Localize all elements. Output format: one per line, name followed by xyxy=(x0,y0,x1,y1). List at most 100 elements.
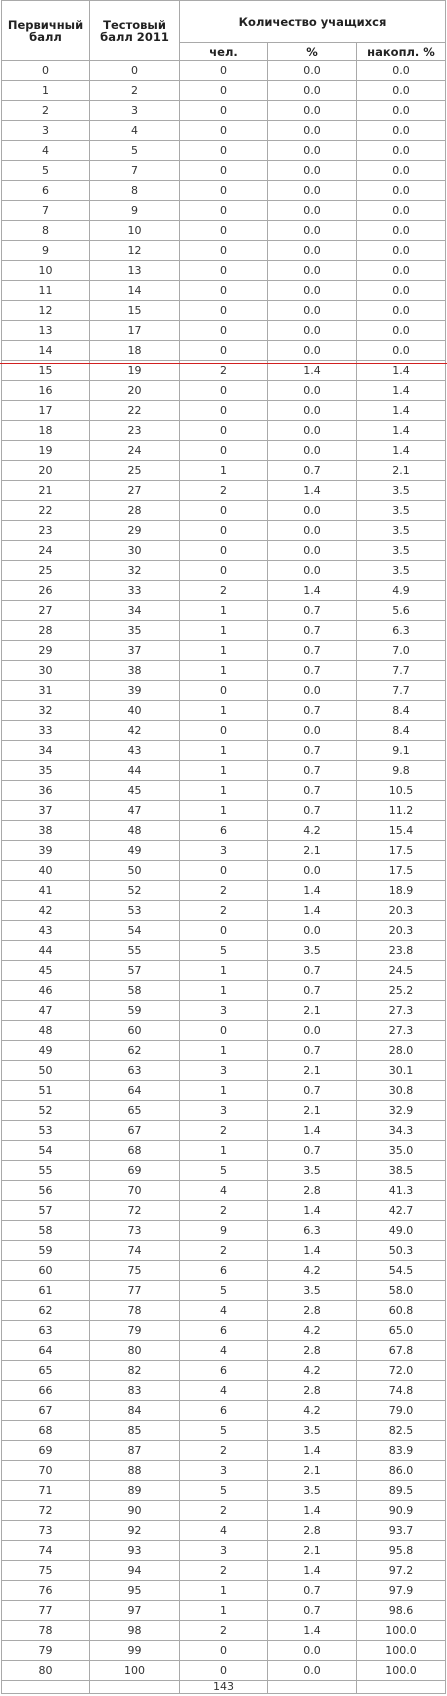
table-row: 20 25 1 0.7 2.1 xyxy=(1,460,446,481)
test-score-cell: 62 xyxy=(89,1040,180,1061)
count-cell: 0 xyxy=(179,720,268,741)
percent-cell: 0.0 xyxy=(267,920,357,941)
test-score-cell: 64 xyxy=(89,1080,180,1101)
test-score-cell: 65 xyxy=(89,1100,180,1121)
table-row: 33 42 0 0.0 8.4 xyxy=(1,720,446,741)
cumulative-percent-cell: 1.4 xyxy=(356,420,446,441)
primary-score-cell: 52 xyxy=(1,1100,90,1121)
primary-score-cell: 56 xyxy=(1,1180,90,1201)
primary-score-cell: 18 xyxy=(1,420,90,441)
cumulative-percent-cell: 20.3 xyxy=(356,920,446,941)
cumulative-percent-cell: 35.0 xyxy=(356,1140,446,1161)
primary-score-cell: 47 xyxy=(1,1000,90,1021)
percent-cell: 2.1 xyxy=(267,840,357,861)
test-score-cell: 42 xyxy=(89,720,180,741)
percent-cell: 2.1 xyxy=(267,1460,357,1481)
table-row: 7 9 0 0.0 0.0 xyxy=(1,200,446,221)
percent-cell: 0.0 xyxy=(267,1660,357,1681)
count-cell: 0 xyxy=(179,300,268,321)
cumulative-percent-cell: 60.8 xyxy=(356,1300,446,1321)
percent-cell: 0.0 xyxy=(267,340,357,361)
primary-score-cell: 29 xyxy=(1,640,90,661)
test-score-cell: 83 xyxy=(89,1380,180,1401)
primary-score-cell: 65 xyxy=(1,1360,90,1381)
table-row: 60 75 6 4.2 54.5 xyxy=(1,1260,446,1281)
count-cell: 1 xyxy=(179,700,268,721)
cumulative-percent-cell: 9.8 xyxy=(356,760,446,781)
percent-cell: 3.5 xyxy=(267,1280,357,1301)
count-cell: 1 xyxy=(179,1580,268,1601)
test-score-cell: 9 xyxy=(89,200,180,221)
percent-cell: 4.2 xyxy=(267,1400,357,1421)
cumulative-percent-cell: 7.0 xyxy=(356,640,446,661)
test-score-cell: 58 xyxy=(89,980,180,1001)
test-score-cell: 60 xyxy=(89,1020,180,1041)
test-score-cell: 10 xyxy=(89,220,180,241)
table-row: 43 54 0 0.0 20.3 xyxy=(1,920,446,941)
table-row: 9 12 0 0.0 0.0 xyxy=(1,240,446,261)
primary-score-cell: 59 xyxy=(1,1240,90,1261)
table-row: 80 100 0 0.0 100.0 xyxy=(1,1660,446,1681)
test-score-cell: 97 xyxy=(89,1600,180,1621)
test-score-cell: 32 xyxy=(89,560,180,581)
percent-cell: 0.7 xyxy=(267,800,357,821)
table-row: 37 47 1 0.7 11.2 xyxy=(1,800,446,821)
table-row: 52 65 3 2.1 32.9 xyxy=(1,1100,446,1121)
count-cell: 0 xyxy=(179,520,268,541)
cumulative-percent-cell: 97.9 xyxy=(356,1580,446,1601)
primary-score-cell: 2 xyxy=(1,100,90,121)
percent-cell: 3.5 xyxy=(267,1480,357,1501)
primary-score-cell: 23 xyxy=(1,520,90,541)
table-row: 54 68 1 0.7 35.0 xyxy=(1,1140,446,1161)
table-row: 66 83 4 2.8 74.8 xyxy=(1,1380,446,1401)
test-score-cell: 37 xyxy=(89,640,180,661)
header-percent: % xyxy=(267,42,357,61)
table-row: 70 88 3 2.1 86.0 xyxy=(1,1460,446,1481)
primary-score-cell: 16 xyxy=(1,380,90,401)
primary-score-cell: 39 xyxy=(1,840,90,861)
table-row: 67 84 6 4.2 79.0 xyxy=(1,1400,446,1421)
table-row: 59 74 2 1.4 50.3 xyxy=(1,1240,446,1261)
percent-cell: 0.7 xyxy=(267,460,357,481)
percent-cell: 0.7 xyxy=(267,700,357,721)
table-row: 1 2 0 0.0 0.0 xyxy=(1,80,446,101)
count-cell: 4 xyxy=(179,1380,268,1401)
count-cell: 2 xyxy=(179,1560,268,1581)
table-row: 61 77 5 3.5 58.0 xyxy=(1,1280,446,1301)
primary-score-cell: 21 xyxy=(1,480,90,501)
cumulative-percent-cell: 7.7 xyxy=(356,680,446,701)
footer-test-cell xyxy=(89,1680,180,1694)
count-cell: 1 xyxy=(179,1080,268,1101)
cumulative-percent-cell: 30.1 xyxy=(356,1060,446,1081)
percent-cell: 0.0 xyxy=(267,680,357,701)
count-cell: 4 xyxy=(179,1300,268,1321)
test-score-cell: 7 xyxy=(89,160,180,181)
test-score-cell: 68 xyxy=(89,1140,180,1161)
test-score-cell: 79 xyxy=(89,1320,180,1341)
count-cell: 2 xyxy=(179,1440,268,1461)
test-score-cell: 85 xyxy=(89,1420,180,1441)
percent-cell: 0.0 xyxy=(267,80,357,101)
percent-cell: 1.4 xyxy=(267,1200,357,1221)
test-score-cell: 2 xyxy=(89,80,180,101)
percent-cell: 0.7 xyxy=(267,1600,357,1621)
table-row: 47 59 3 2.1 27.3 xyxy=(1,1000,446,1021)
percent-cell: 0.7 xyxy=(267,620,357,641)
count-cell: 4 xyxy=(179,1340,268,1361)
footer-cumulative-cell xyxy=(356,1680,446,1694)
percent-cell: 1.4 xyxy=(267,1120,357,1141)
cumulative-percent-cell: 0.0 xyxy=(356,260,446,281)
percent-cell: 0.0 xyxy=(267,320,357,341)
table-row: 65 82 6 4.2 72.0 xyxy=(1,1360,446,1381)
test-score-cell: 94 xyxy=(89,1560,180,1581)
table-row: 2 3 0 0.0 0.0 xyxy=(1,100,446,121)
table-row: 4 5 0 0.0 0.0 xyxy=(1,140,446,161)
table-row: 79 99 0 0.0 100.0 xyxy=(1,1640,446,1661)
test-score-cell: 67 xyxy=(89,1120,180,1141)
count-cell: 3 xyxy=(179,1100,268,1121)
count-cell: 2 xyxy=(179,580,268,601)
count-cell: 2 xyxy=(179,1500,268,1521)
test-score-cell: 57 xyxy=(89,960,180,981)
test-score-cell: 39 xyxy=(89,680,180,701)
count-cell: 0 xyxy=(179,280,268,301)
